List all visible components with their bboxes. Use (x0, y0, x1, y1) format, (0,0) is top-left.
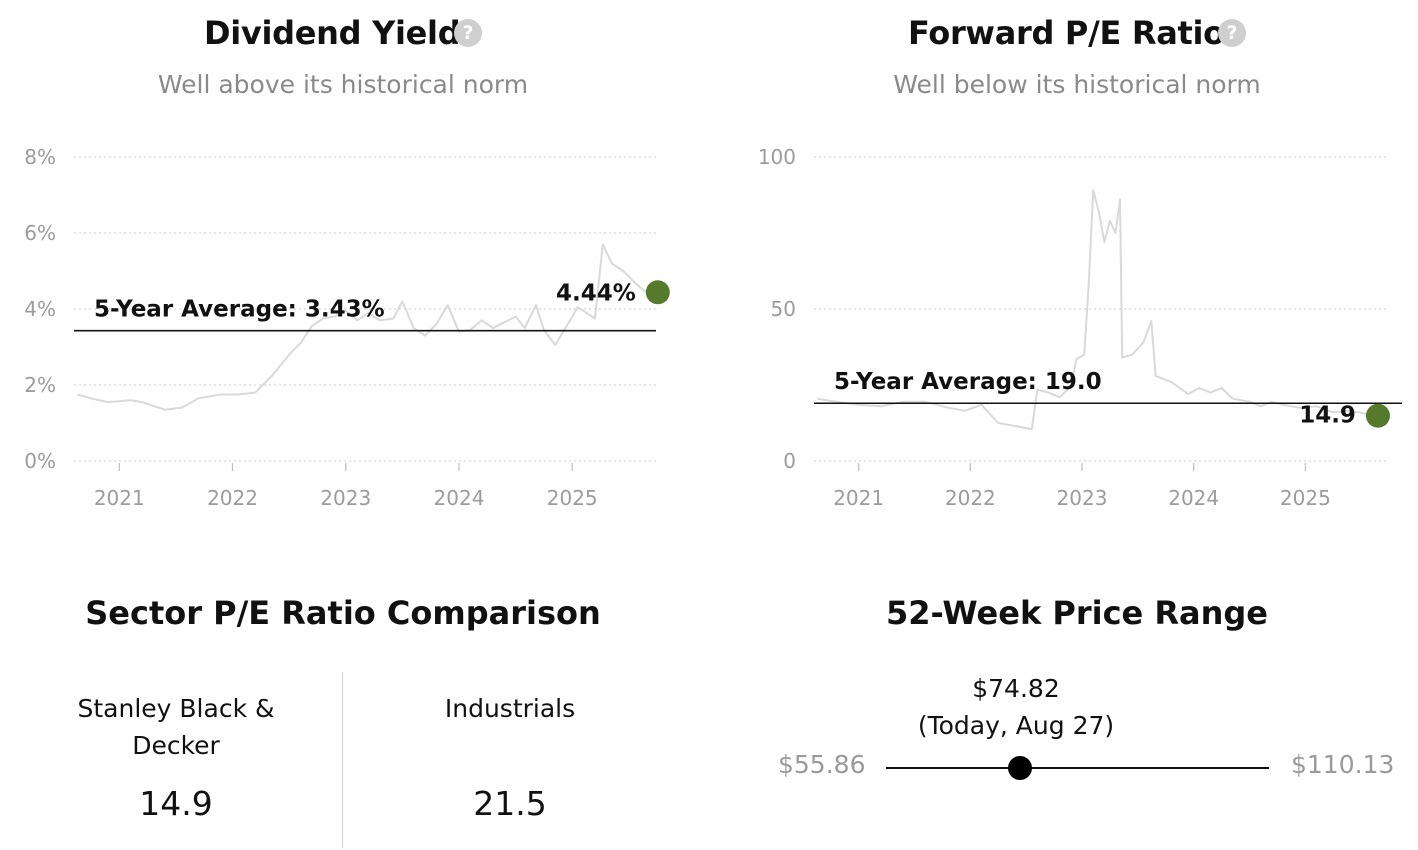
forward-pe-subtitle: Well below its historical norm (893, 70, 1261, 99)
current-price-label: $74.82 (972, 674, 1060, 703)
div-y-tick-label: 4% (24, 297, 56, 321)
current-price-date: (Today, Aug 27) (917, 711, 1115, 740)
dividend-yield-chart: 0% 2% 4% 6% 8% 2021 2022 2023 2024 2025 5-Year A… (24, 145, 670, 510)
pe-x-tick-label: 2021 (833, 486, 884, 510)
dividend-yield-subtitle: Well above its historical norm (157, 70, 529, 99)
forward-pe-current-label: 14.9 (1299, 403, 1356, 429)
pe-y-tick-label: 0 (783, 449, 796, 473)
div-x-tick-label: 2024 (434, 486, 485, 510)
pe-y-tick-label: 100 (758, 145, 796, 169)
div-x-tick-label: 2022 (207, 486, 258, 510)
forward-pe-help-icon[interactable]: ? (1218, 19, 1246, 47)
div-y-tick-label: 6% (24, 221, 56, 245)
div-y-tick-label: 0% (24, 449, 56, 473)
current-price-marker (1007, 756, 1032, 780)
dividend-yield-current-label: 4.44% (556, 280, 636, 306)
div-x-tick-label: 2025 (547, 486, 598, 510)
div-x-tick-label: 2023 (320, 486, 371, 510)
forward-pe-average-label: 5-Year Average: 19.0 (834, 369, 1102, 395)
company-pe-value: 14.9 (139, 784, 213, 823)
dividend-yield-average-label: 5-Year Average: 3.43% (94, 297, 385, 323)
div-x-tick-label: 2021 (94, 486, 145, 510)
range-low-label: $55.86 (778, 750, 866, 779)
range-high-label: $110.13 (1291, 750, 1395, 779)
dividend-yield-help-icon[interactable]: ? (454, 19, 482, 47)
price-range-title: 52-Week Price Range (886, 594, 1268, 632)
forward-pe-title: Forward P/E Ratio (908, 14, 1225, 52)
company-name: Stanley Black & Decker (77, 694, 275, 760)
price-range-track (886, 767, 1269, 769)
pe-y-tick-label: 50 (771, 297, 796, 321)
comparison-divider (342, 672, 343, 848)
pe-x-tick-label: 2022 (945, 486, 996, 510)
dividend-yield-series-line (77, 243, 647, 411)
forward-pe-chart: 0 50 100 2021 2022 2023 2024 2025 5-Year Avera… (758, 145, 1402, 510)
dividend-yield-title: Dividend Yield (204, 14, 461, 52)
pe-x-tick-label: 2024 (1168, 486, 1219, 510)
forward-pe-current-point (1365, 403, 1390, 428)
pe-x-tick-label: 2023 (1057, 486, 1108, 510)
div-y-tick-label: 8% (24, 145, 56, 169)
div-y-tick-label: 2% (24, 373, 56, 397)
sector-pe-comparison-title: Sector P/E Ratio Comparison (85, 594, 601, 632)
sector-name: Industrials (444, 694, 576, 723)
sector-pe-value: 21.5 (473, 784, 547, 823)
dividend-yield-current-point (645, 280, 670, 305)
pe-x-tick-label: 2025 (1280, 486, 1331, 510)
